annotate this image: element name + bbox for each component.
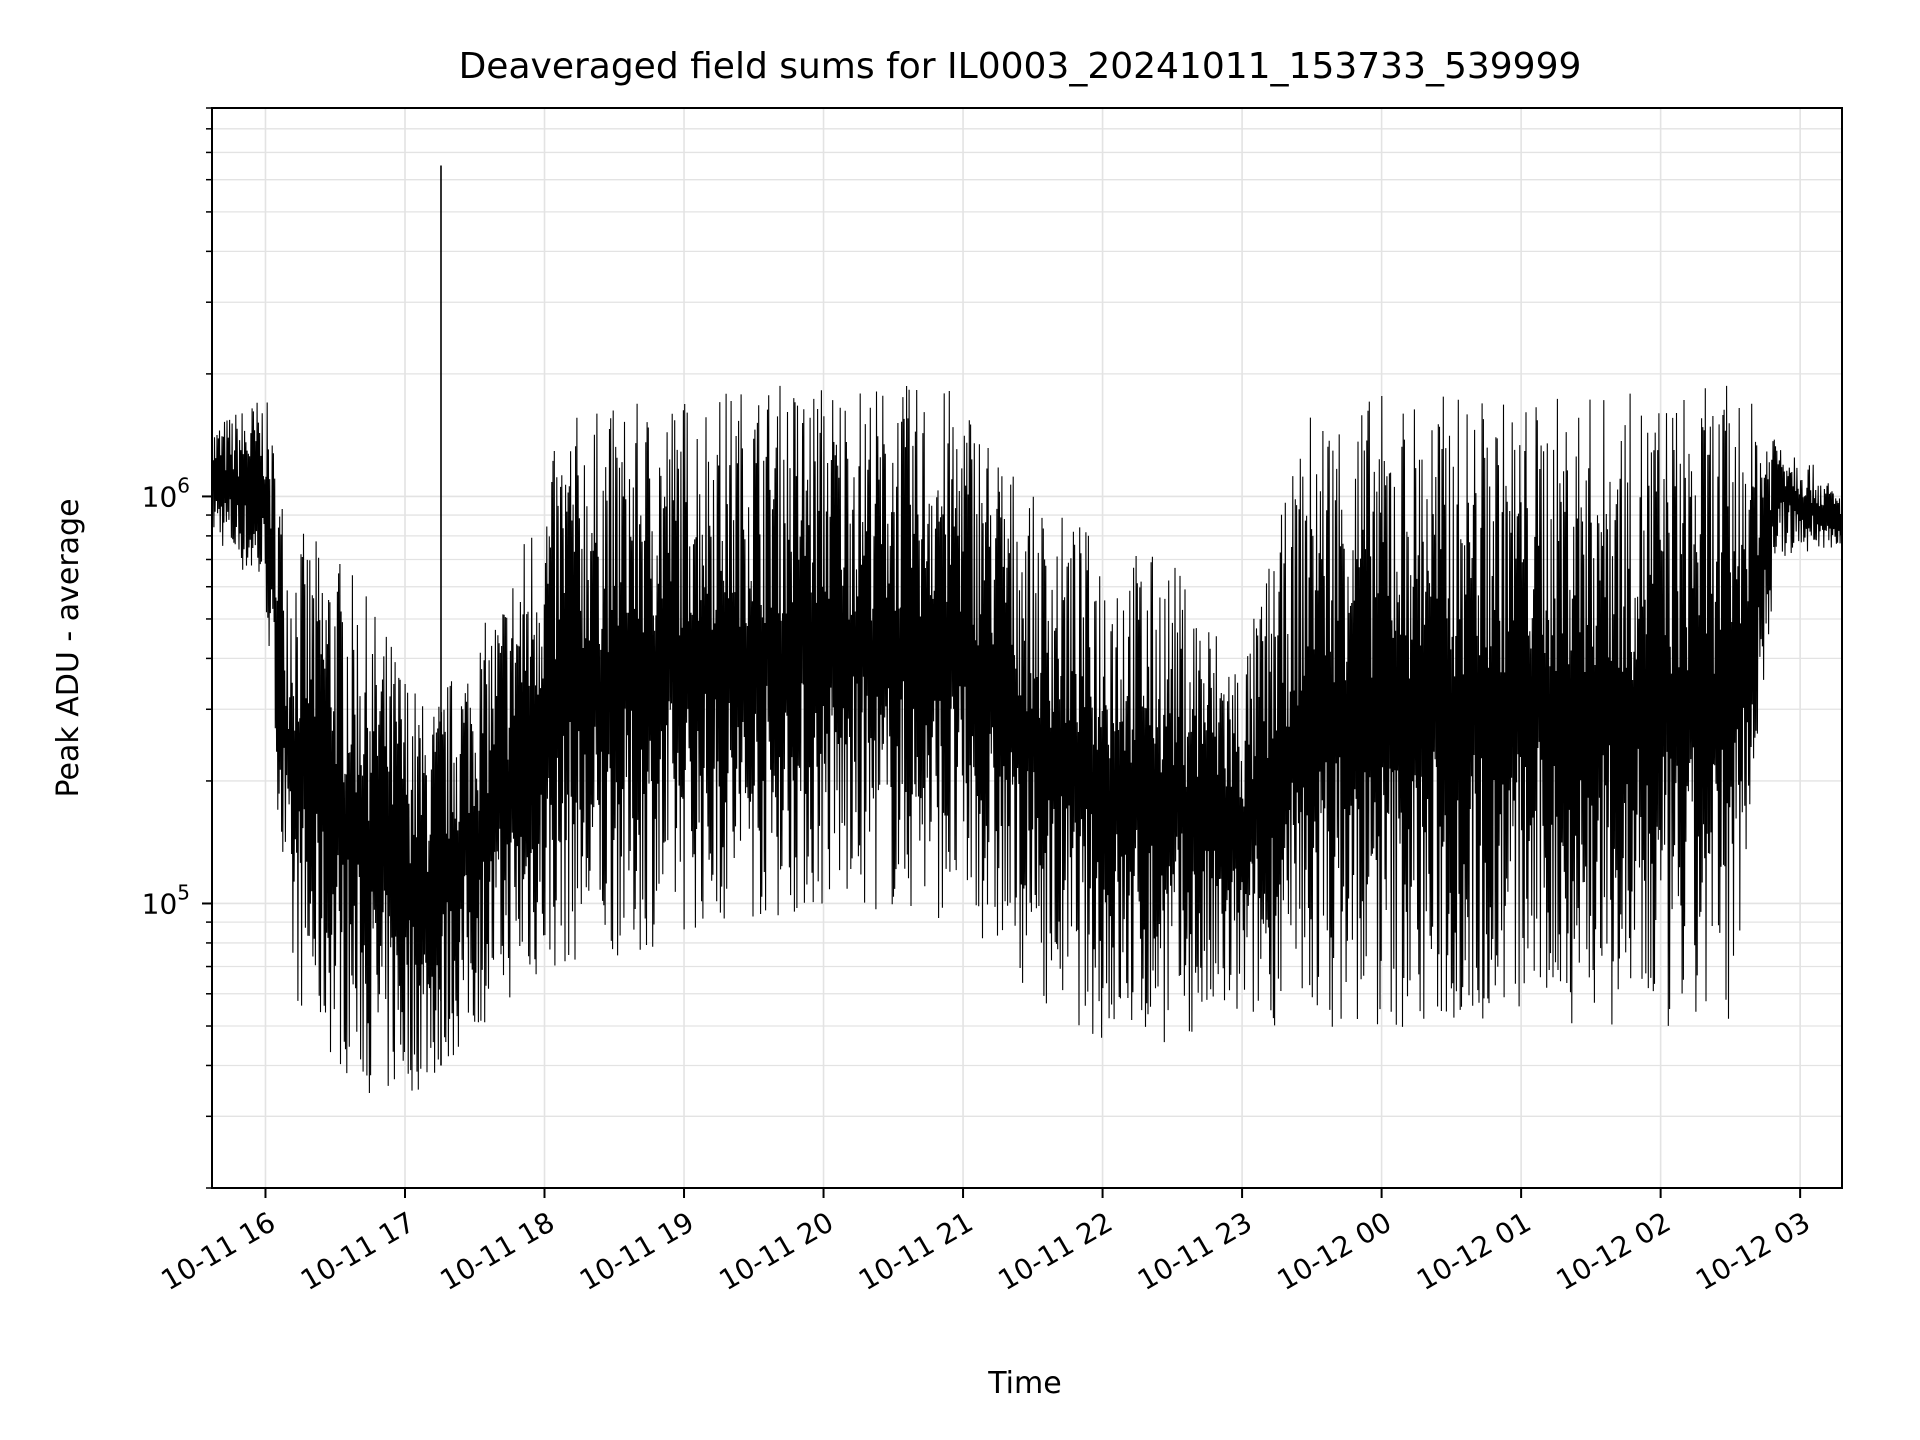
x-tick-label: 10-11 17 [295, 1205, 421, 1297]
series-line [211, 165, 1843, 1094]
grid [212, 107, 1842, 1189]
x-tick-label: 10-11 21 [853, 1205, 979, 1297]
y-axis-label: Peak ADU - average [51, 498, 86, 797]
x-tick-label: 10-11 22 [993, 1205, 1119, 1297]
plot-frame [211, 107, 1843, 1189]
chart-title: Deaveraged field sums for IL0003_2024101… [459, 46, 1582, 87]
x-axis-label: Time [987, 1366, 1061, 1401]
x-tick-label: 10-12 01 [1411, 1205, 1537, 1297]
x-tick-label: 10-11 16 [155, 1205, 281, 1297]
y-axis-ticks: 105 106 [142, 107, 212, 1189]
series-path [211, 385, 1843, 1094]
x-tick-label: 10-11 18 [434, 1205, 560, 1297]
x-tick-label: 10-11 19 [574, 1205, 700, 1297]
x-tick-label: 10-11 23 [1132, 1205, 1258, 1297]
y-tick-label: 106 [142, 473, 190, 513]
x-tick-label: 10-12 00 [1272, 1205, 1398, 1297]
x-tick-label: 10-11 20 [714, 1205, 840, 1297]
x-tick-label: 10-12 02 [1551, 1205, 1677, 1297]
x-axis-ticks: 10-11 16 10-11 17 10-11 18 10-11 19 10-11 20… [155, 1188, 1816, 1297]
y-tick-label: 105 [142, 880, 190, 920]
x-tick-label: 10-12 03 [1690, 1205, 1816, 1297]
